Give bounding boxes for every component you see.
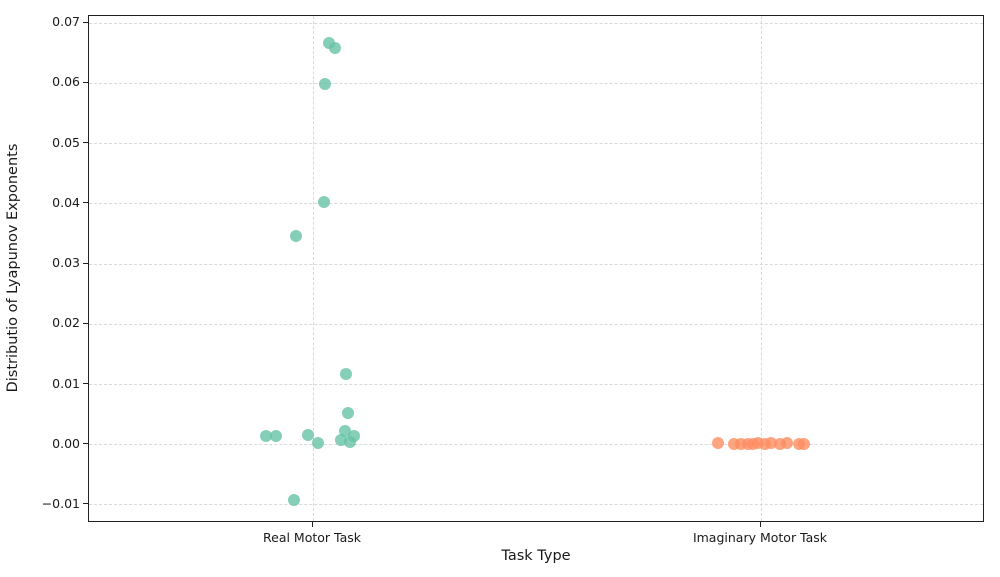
y-gridline	[89, 143, 983, 145]
y-gridline	[89, 22, 983, 24]
y-tick-mark	[83, 322, 88, 324]
y-gridline	[89, 444, 983, 446]
y-tick-label: 0.03	[52, 255, 80, 271]
data-point-real	[270, 429, 283, 442]
y-tick-label: −0.01	[41, 495, 80, 511]
data-point-imaginary	[711, 437, 724, 450]
data-point-imaginary	[797, 438, 810, 451]
data-point-real	[259, 429, 272, 442]
y-tick-label: 0.00	[52, 435, 80, 451]
y-tick-mark	[83, 202, 88, 204]
data-point-imaginary	[780, 437, 793, 450]
y-tick-label: 0.01	[52, 375, 80, 391]
data-point-real	[288, 493, 301, 506]
x-gridline	[760, 16, 762, 521]
x-tick-label: Imaginary Motor Task	[692, 530, 828, 545]
y-tick-mark	[83, 443, 88, 445]
x-axis-label: Task Type	[501, 548, 571, 564]
y-gridline	[89, 263, 983, 265]
y-gridline	[89, 384, 983, 385]
data-point-real	[340, 367, 353, 380]
data-point-real	[318, 196, 331, 209]
data-point-real	[311, 436, 324, 449]
y-tick-mark	[83, 262, 88, 264]
y-tick-label: 0.04	[52, 194, 80, 210]
y-gridline	[89, 504, 983, 506]
data-point-real	[344, 435, 357, 448]
y-tick-mark	[83, 142, 88, 144]
data-point-real	[289, 229, 302, 242]
y-tick-label: 0.07	[52, 14, 80, 30]
x-tick-label: Real Motor Task	[263, 530, 361, 545]
y-tick-label: 0.06	[52, 74, 80, 90]
plot-area	[88, 15, 984, 522]
data-point-real	[328, 42, 341, 55]
y-tick-mark	[83, 503, 88, 505]
y-tick-mark	[83, 383, 88, 384]
x-gridline	[312, 16, 314, 521]
y-gridline	[89, 82, 983, 84]
y-tick-mark	[83, 21, 88, 23]
x-tick-mark	[759, 522, 761, 527]
y-tick-label: 0.05	[52, 134, 80, 150]
data-point-real	[318, 77, 331, 90]
x-tick-mark	[311, 522, 313, 527]
y-gridline	[89, 203, 983, 205]
y-tick-label: 0.02	[52, 315, 80, 331]
data-point-real	[341, 407, 354, 419]
y-tick-mark	[83, 81, 88, 83]
y-axis-label: Distributio of Lyapunov Exponents	[5, 143, 21, 393]
y-gridline	[89, 323, 983, 325]
data-point-real	[301, 428, 314, 441]
